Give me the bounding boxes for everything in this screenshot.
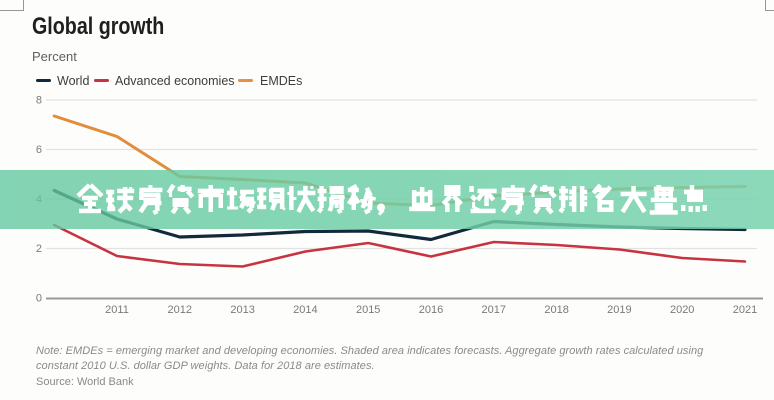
svg-text:8: 8	[36, 95, 42, 107]
svg-text:2017: 2017	[482, 304, 506, 316]
svg-text:0: 0	[36, 293, 42, 305]
svg-text:2018: 2018	[544, 304, 568, 316]
svg-text:2016: 2016	[419, 304, 443, 316]
svg-text:2014: 2014	[293, 304, 317, 316]
svg-text:6: 6	[36, 144, 42, 156]
svg-text:2012: 2012	[168, 304, 192, 316]
svg-text:2013: 2013	[230, 304, 254, 316]
svg-text:2019: 2019	[607, 304, 631, 316]
svg-text:2020: 2020	[670, 304, 694, 316]
svg-text:2: 2	[36, 243, 42, 255]
svg-text:2011: 2011	[105, 304, 129, 316]
svg-text:2015: 2015	[356, 304, 380, 316]
svg-text:2021: 2021	[733, 304, 757, 316]
